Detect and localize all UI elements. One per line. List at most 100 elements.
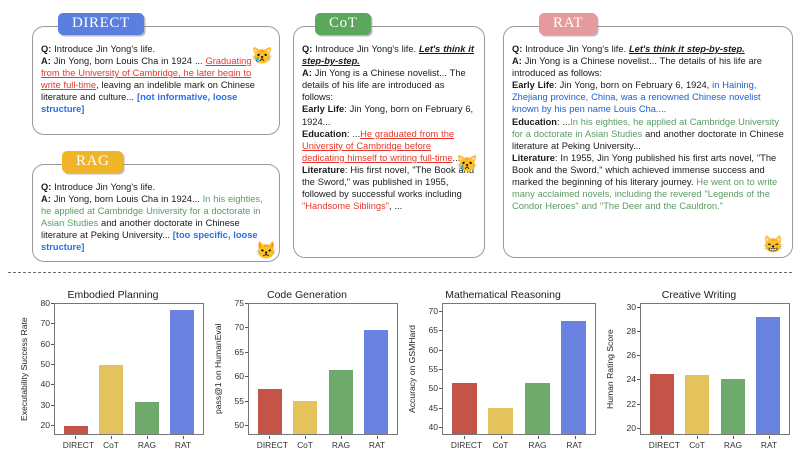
a-label: A: (41, 56, 51, 67)
chart-ytick-label: 50 (428, 383, 442, 394)
chart-yticks: 40 45 50 55 60 65 70 (418, 303, 442, 435)
chart-ytick-label: 70 (40, 318, 54, 329)
chart-plot-area (442, 303, 596, 435)
chart-ytick-label: 70 (234, 322, 248, 333)
chart-xtick-label: RAT (562, 436, 587, 450)
chart-bar-cot (488, 408, 514, 434)
chart-xtick-label: RAT (757, 436, 781, 450)
chart-mathematical-reasoning: Mathematical Reasoning Accuracy on GSMHa… (406, 288, 600, 468)
chart-xtick-label: RAT (365, 436, 389, 450)
q-cot-prompt: Let's think it step-by-step. (628, 44, 745, 54)
section-highlight-red-2: "Handsome Siblings" (302, 201, 389, 212)
chart-ytick-label: 40 (40, 379, 54, 390)
chart-xticks: DIRECT CoT RAG RAT (640, 436, 790, 450)
rat-card-text: Q: Introduce Jin Yong's life. Let's thin… (512, 33, 784, 212)
chart-plot-area (54, 303, 204, 435)
verdict-label: [too specific, loose structure] (41, 230, 258, 253)
chart-xtick-label: RAG (135, 436, 159, 450)
section-label-education: Education (512, 116, 557, 127)
chart-ylabel: Human Rating Score (605, 329, 615, 409)
rag-card-text: Q: Introduce Jin Yong's life. A: Jin Yon… (41, 171, 271, 254)
chart-xtick-label: RAG (721, 436, 745, 450)
chart-xticks: DIRECT CoT RAG RAT (248, 436, 398, 450)
chart-creative-writing: Creative Writing Human Rating Score 20 22… (604, 288, 794, 468)
chart-ytick-label: 20 (40, 419, 54, 430)
a-label: A: (302, 68, 312, 79)
q-label: Q: (41, 44, 52, 54)
a-plain-2: and another doctorate in Chinese literat… (41, 218, 240, 241)
a-highlight-red: Graduating from the University of Cambri… (41, 56, 252, 91)
section-text-literature: : His first novel, "The Book and the Swo… (302, 164, 475, 200)
cot-card-text: Q: Introduce Jin Yong's life. Let's thin… (302, 33, 476, 212)
chart-ytick-label: 60 (40, 338, 54, 349)
section-label-early-life: Early Life (512, 80, 555, 91)
chart-ytick-label: 40 (428, 422, 442, 433)
chart-bar-rag (524, 383, 550, 434)
chart-title: Embodied Planning (67, 289, 159, 301)
chart-ytick-label: 30 (40, 399, 54, 410)
chart-ytick-label: 50 (234, 420, 248, 431)
chart-bar-direct (649, 374, 674, 434)
chart-ytick-label: 50 (40, 358, 54, 369)
example-card-direct: Q: Introduce Jin Yong's life. A: Jin Yon… (32, 26, 280, 135)
chart-ylabel: Executability Success Rate (19, 317, 29, 421)
a-label: A: (512, 56, 522, 67)
section-pre-education: : ... (556, 116, 571, 127)
section-label-early-life: Early Life (302, 104, 345, 115)
section-text-literature: : In 1955, Jin Yong published his first … (512, 152, 777, 188)
chart-ylabel: pass@1 on HumanEval (213, 323, 223, 415)
chart-xtick-label: DIRECT (649, 436, 680, 450)
a-highlight-green: In his eighties, he applied at Cambridge… (41, 194, 263, 229)
chart-ytick-label: 60 (428, 344, 442, 355)
section-highlight-green-2: He went on to write many acclaimed novel… (512, 177, 778, 212)
chart-ytick-label: 24 (626, 374, 640, 385)
chart-yticks: 20 30 40 50 60 70 80 (30, 298, 54, 435)
chart-plot-area (248, 303, 398, 435)
chart-ytick-label: 30 (626, 301, 640, 312)
chart-bar-rag (134, 401, 159, 434)
section-pre-early-life: : Jin Yong, born on February 6, 1924, (554, 80, 713, 91)
chart-bars (55, 304, 203, 434)
chart-ytick-label: 26 (626, 350, 640, 361)
chart-title: Creative Writing (661, 289, 737, 301)
chart-embodied-planning: Embodied Planning Executability Success … (18, 288, 208, 468)
chart-xtick-label: CoT (99, 436, 123, 450)
method-tag-rag: RAG (62, 151, 124, 173)
q-label: Q: (512, 44, 523, 54)
chart-ytick-label: 55 (428, 364, 442, 374)
pouting-cat-emoji: 😾 (255, 241, 277, 260)
chart-bar-rat (170, 309, 195, 434)
section-label-literature: Literature (512, 152, 555, 163)
q-body: Introduce Jin Yong's life. (315, 44, 419, 54)
chart-bar-direct (63, 425, 88, 434)
chart-bar-direct (451, 383, 477, 434)
chart-ytick-label: 20 (626, 422, 640, 433)
a-intro: Jin Yong is a Chinese novelist... The de… (512, 56, 762, 79)
section-tail-literature: , ... (389, 201, 403, 212)
example-card-rat: Q: Introduce Jin Yong's life. Let's thin… (503, 26, 793, 258)
chart-title: Mathematical Reasoning (445, 289, 561, 301)
section-highlight-red: He graduated from the University of Camb… (302, 128, 455, 163)
example-card-rag: Q: Introduce Jin Yong's life. A: Jin Yon… (32, 164, 280, 262)
q-cot-prompt: Let's think it step-by-step. (302, 44, 474, 67)
direct-card-text: Q: Introduce Jin Yong's life. A: Jin Yon… (41, 33, 271, 116)
a-label: A: (41, 194, 51, 205)
section-label-literature: Literature (302, 164, 345, 175)
chart-bar-rat (364, 330, 389, 434)
chart-xtick-label: CoT (685, 436, 709, 450)
chart-ytick-label: 65 (428, 325, 442, 336)
q-label: Q: (41, 182, 52, 192)
crying-cat-emoji: 😿 (456, 154, 478, 173)
chart-bar-cot (99, 364, 124, 434)
a-intro: Jin Yong is a Chinese novelist... The de… (302, 68, 466, 103)
chart-xtick-label: DIRECT (257, 436, 288, 450)
chart-code-generation: Code Generation pass@1 on HumanEval 50 55… (212, 288, 402, 468)
chart-ytick-label: 45 (428, 402, 442, 413)
chart-bars (443, 304, 595, 434)
chart-bar-direct (257, 389, 282, 434)
chart-yticks: 50 55 60 65 70 75 (224, 298, 248, 435)
chart-xticks: DIRECT CoT RAG RAT (54, 436, 204, 450)
chart-bar-cot (293, 400, 318, 434)
section-highlight-blue: in Haining, Zhejiang province, China, wa… (512, 80, 761, 115)
